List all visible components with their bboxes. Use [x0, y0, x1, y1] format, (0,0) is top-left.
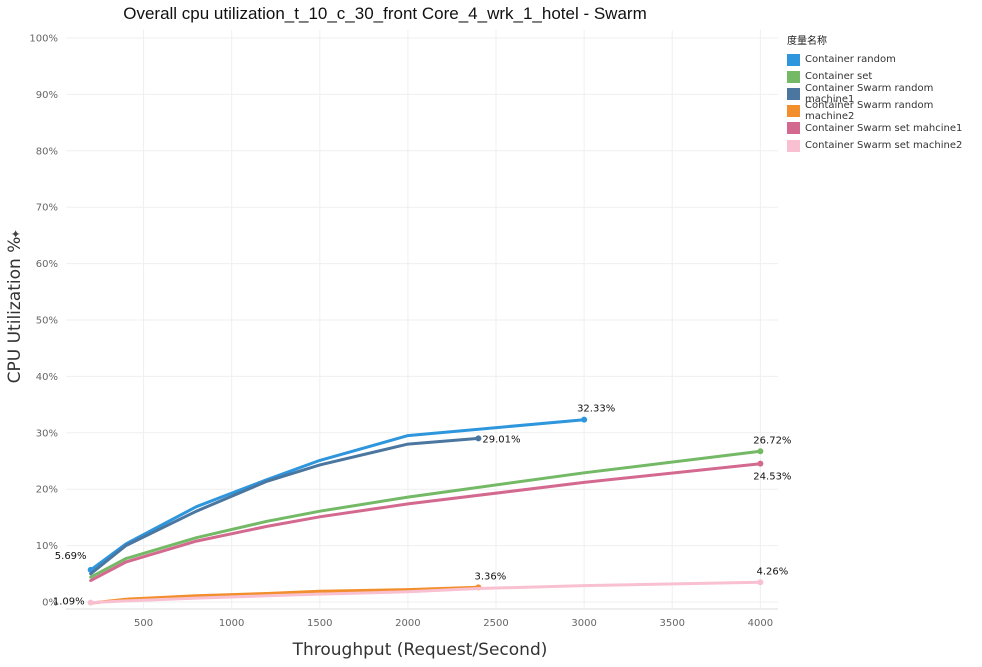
y-tick-label: 70%: [36, 203, 58, 214]
data-label: 1.09%: [53, 597, 85, 608]
data-point[interactable]: [757, 448, 764, 455]
data-label: 24.53%: [753, 472, 791, 483]
pin-icon[interactable]: ✦: [9, 229, 23, 239]
data-label: 3.36%: [475, 571, 507, 582]
x-axis-title: Throughput (Request/Second): [292, 640, 548, 660]
legend-item[interactable]: Container Swarm set machine2: [787, 137, 982, 154]
data-point[interactable]: [475, 435, 482, 442]
x-tick-label: 2000: [395, 618, 420, 629]
legend-items: Container random Container set Container S…: [787, 51, 982, 154]
y-axis-title-group: CPU Utilization % ✦: [5, 229, 25, 383]
data-point[interactable]: [581, 416, 588, 423]
legend-swatch: [787, 122, 800, 135]
data-label: 4.26%: [756, 566, 788, 577]
x-tick-label: 1000: [219, 618, 244, 629]
y-axis-title: CPU Utilization %: [5, 237, 25, 384]
legend-item[interactable]: Container Swarm random machine2: [787, 100, 982, 123]
legend-label: Container Swarm set machine2: [805, 140, 963, 152]
series-line[interactable]: [89, 462, 762, 583]
legend-label: Container Swarm random machine1: [805, 82, 934, 105]
data-labels: 5.69% 32.33% 26.72% 29.01% 3.36% 24.53% 1.09% 4…: [53, 404, 792, 608]
series-line[interactable]: [89, 580, 762, 605]
y-axis-ticks: 0% 10% 20% 30% 40% 50% 60% 70% 80% 90% 100%: [29, 34, 58, 609]
y-tick-label: 0%: [42, 598, 58, 609]
series-line[interactable]: [89, 436, 480, 576]
legend-label: Container Swarm random machine2: [805, 100, 934, 123]
legend-swatch: [787, 105, 800, 118]
legend-label: Container random: [805, 54, 896, 66]
series-line[interactable]: [89, 585, 480, 605]
data-label: 26.72%: [753, 435, 791, 446]
data-label: 32.33%: [577, 404, 615, 415]
x-tick-label: 3000: [571, 618, 596, 629]
series-lines: [87, 416, 764, 606]
legend-swatch: [787, 87, 800, 100]
data-label: 29.01%: [482, 434, 520, 445]
legend-item[interactable]: Container Swarm random machine1: [787, 82, 982, 105]
data-point[interactable]: [87, 599, 94, 606]
data-label: 5.69%: [55, 551, 87, 562]
legend-item[interactable]: Container set: [787, 68, 982, 85]
chart-title: Overall cpu utilization_t_10_c_30_front …: [123, 4, 647, 23]
legend-swatch: [787, 53, 800, 66]
y-tick-label: 30%: [36, 428, 58, 439]
y-tick-label: 40%: [36, 372, 58, 383]
data-point[interactable]: [757, 579, 764, 586]
y-tick-label: 100%: [29, 34, 58, 45]
x-tick-label: 2500: [483, 618, 508, 629]
x-tick-label: 1500: [307, 618, 332, 629]
y-tick-label: 80%: [36, 146, 58, 157]
legend-item[interactable]: Container Swarm set mahcine1: [787, 120, 982, 137]
x-tick-label: 500: [134, 618, 153, 629]
legend-swatch: [787, 70, 800, 83]
y-tick-label: 10%: [36, 541, 58, 552]
series-line[interactable]: [89, 418, 586, 572]
legend-label: Container Swarm set mahcine1: [805, 122, 963, 134]
legend-swatch: [787, 139, 800, 152]
y-tick-label: 60%: [36, 259, 58, 270]
y-tick-label: 90%: [36, 90, 58, 101]
y-tick-label: 50%: [36, 316, 58, 327]
x-axis-ticks: 500 1000 1500 2000 2500 3000 3500 4000: [134, 618, 773, 629]
x-tick-label: 4000: [748, 618, 773, 629]
x-tick-label: 3500: [660, 618, 685, 629]
y-tick-label: 20%: [36, 485, 58, 496]
grid-lines: [66, 30, 778, 610]
legend-label: Container set: [805, 71, 873, 83]
legend-title: 度量名称: [787, 36, 827, 47]
legend-item[interactable]: Container random: [787, 51, 982, 68]
data-point[interactable]: [757, 460, 764, 467]
series-line[interactable]: [89, 449, 762, 579]
legend: 度量名称 Container random Container set Contai…: [787, 32, 982, 154]
